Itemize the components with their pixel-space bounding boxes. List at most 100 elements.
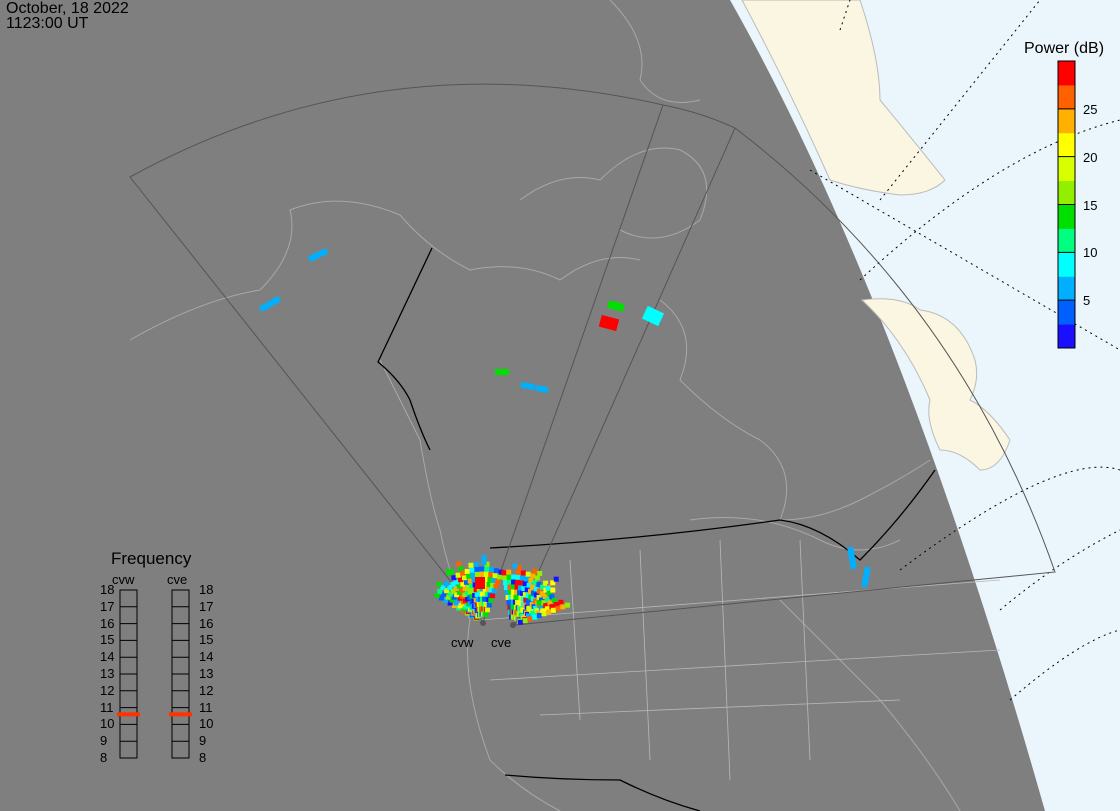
echo-cell: [522, 618, 528, 624]
echo-cell: [469, 567, 475, 573]
echo-cell: [558, 599, 564, 605]
frequency-title: Frequency: [111, 549, 192, 568]
echo-cell: [516, 564, 522, 570]
echo-cell: [549, 594, 555, 600]
colorbar-segment: [1058, 300, 1075, 325]
echo-cell: [486, 602, 492, 608]
colorbar-tick-label: 20: [1083, 149, 1098, 165]
colorbar-tick-label: 25: [1083, 101, 1098, 117]
echo-cell: [454, 592, 460, 598]
echo-cell: [462, 585, 468, 591]
date-label: October, 18 2022: [6, 0, 129, 17]
echo-cell: [462, 591, 468, 597]
echo-cell: [455, 572, 461, 578]
echo-cell: [472, 592, 478, 598]
echo-cell: [482, 591, 488, 597]
frequency-scale-label-left: 12: [100, 682, 115, 698]
echo-cell: [525, 571, 531, 577]
echo-cell: [555, 606, 561, 612]
echo-cell: [447, 591, 453, 597]
echo-cell: [504, 590, 510, 596]
echo-cell: [493, 583, 499, 589]
echo-cell: [447, 600, 453, 606]
echo-cell: [540, 591, 546, 597]
frequency-scale-label-right: 13: [199, 666, 214, 681]
echo-cell: [502, 575, 508, 581]
echo-cell: [488, 587, 494, 593]
echo-cell: [471, 577, 477, 583]
colorbar-segment: [1058, 108, 1075, 134]
frequency-scale-label-left: 16: [100, 615, 115, 631]
echo-cell: [484, 566, 490, 572]
echo-cell: [543, 603, 549, 609]
echo-cell: [451, 575, 457, 581]
echo-cell: [541, 611, 547, 617]
echo-cell: [503, 580, 509, 586]
echo-cell: [483, 571, 489, 577]
echo-cell: [486, 582, 492, 588]
echo-cell: [539, 597, 545, 603]
echo-cell: [479, 571, 485, 577]
echo-cell: [530, 584, 536, 590]
echo-cell: [445, 594, 451, 600]
echo-cell: [544, 606, 550, 612]
echo-cell: [536, 594, 542, 600]
echo-cell: [533, 586, 539, 592]
echo-cell: [481, 555, 487, 565]
echo-cell: [479, 591, 485, 597]
frequency-scale-label-right: 8: [199, 750, 207, 765]
echo-cell: [476, 586, 482, 592]
echo-cell: [545, 585, 551, 591]
power-colorbar: [1057, 60, 1076, 349]
echo-cell: [483, 611, 489, 617]
echo-cell: [861, 566, 871, 588]
echo-cell: [513, 594, 519, 600]
echo-cell: [475, 577, 485, 589]
echo-cell: [531, 590, 537, 596]
daylight-region: [730, 0, 1120, 811]
echo-cell: [467, 578, 473, 584]
echo-cell: [484, 607, 490, 613]
echo-cell: [537, 570, 543, 576]
echo-cell: [474, 566, 480, 572]
echo-cell: [550, 580, 556, 586]
echo-cell: [443, 581, 449, 587]
echo-cell: [536, 588, 542, 594]
colorbar-segment: [1058, 228, 1075, 253]
colorbar-segment: [1058, 204, 1075, 229]
echo-cell: [553, 576, 559, 582]
echo-cell: [513, 589, 519, 595]
echo-cell: [524, 576, 530, 582]
echo-cell: [437, 588, 443, 594]
echo-cell: [443, 598, 449, 603]
echo-cell: [463, 579, 469, 585]
echo-cell: [469, 583, 475, 589]
echo-cell: [495, 369, 509, 375]
frequency-scale-label-right: 10: [199, 716, 214, 732]
echo-cell: [541, 600, 547, 606]
echo-cell: [482, 586, 488, 592]
site-label-cvw: cvw: [451, 635, 474, 650]
echo-cell: [641, 305, 665, 327]
frequency-scale-label-left: 8: [100, 750, 108, 765]
cvw-fov: [129, 83, 664, 624]
echo-cell: [514, 584, 520, 590]
echo-cell: [536, 582, 542, 588]
echo-cell: [511, 579, 517, 585]
echo-cell: [547, 600, 553, 606]
echo-cell: [473, 561, 479, 567]
echo-cell: [462, 575, 468, 581]
echo-cell: [536, 600, 542, 606]
echo-cell: [507, 579, 513, 585]
frequency-scale-label-right: 9: [199, 733, 207, 749]
echo-cell: [441, 591, 447, 597]
echo-cell: [518, 619, 524, 625]
echo-cell: [503, 585, 509, 591]
echo-cell: [530, 573, 536, 579]
frequency-marker: [117, 712, 140, 717]
echo-cell: [490, 582, 496, 588]
echo-cell: [449, 597, 455, 603]
echo-cell: [512, 563, 518, 569]
echo-cell: [457, 577, 463, 583]
echo-cell: [459, 587, 465, 593]
